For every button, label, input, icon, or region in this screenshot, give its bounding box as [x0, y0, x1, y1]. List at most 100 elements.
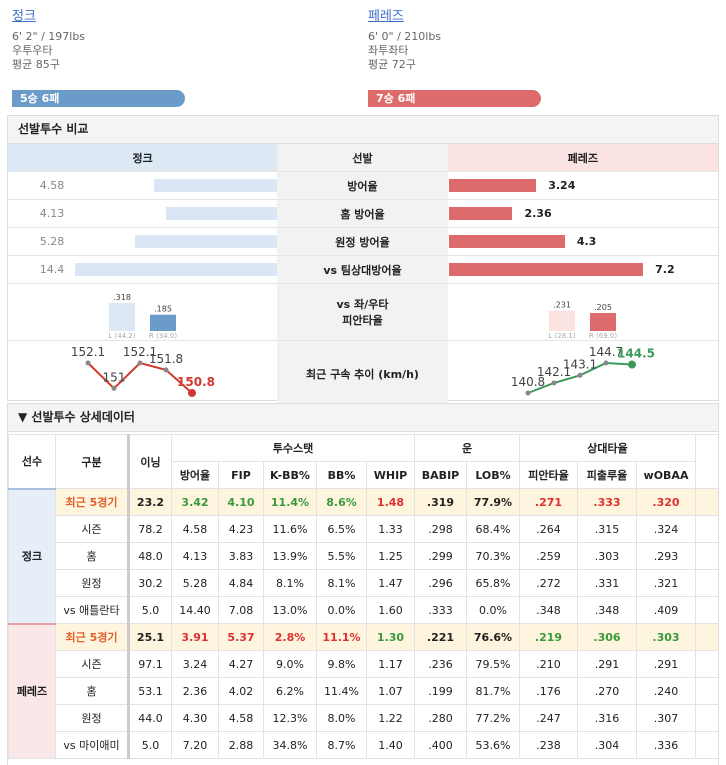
- stat-cell: 4.58: [171, 515, 219, 543]
- stat-cell: .238: [519, 731, 578, 759]
- stat-cell: 12.3%: [263, 704, 317, 732]
- stat-cell: 7.20: [171, 731, 219, 759]
- left-cell: 4.58: [8, 172, 278, 199]
- split-name: vs 애틀란타: [55, 596, 130, 624]
- cut-cell: [695, 596, 718, 624]
- stat-cell: .293: [636, 542, 696, 570]
- stat-cell: .259: [519, 542, 578, 570]
- handedness: 좌투좌타: [368, 44, 409, 57]
- split-value: .185: [154, 305, 172, 314]
- stat-cell: .291: [577, 650, 637, 678]
- stat-cell: 53.6%: [466, 731, 520, 759]
- data-row: 원정 44.0 4.30 4.58 12.3% 8.0% 1.22.280 77.2% .247…: [9, 704, 718, 732]
- trend-point: [85, 360, 91, 366]
- column-header: 선수: [8, 434, 56, 489]
- stat-cell: 5.28: [171, 569, 219, 597]
- trend-label: 최근 구속 추이 (km/h): [277, 341, 448, 406]
- split-sub: L (44.2): [108, 332, 135, 340]
- split-bar: [589, 312, 616, 331]
- pitcher-name[interactable]: 정크: [12, 9, 36, 24]
- trend-point: [188, 389, 196, 397]
- value: 4.58: [39, 179, 65, 192]
- bar: [134, 235, 278, 248]
- stat-cell: 3.91: [171, 623, 219, 651]
- pitcher-info: 페레즈 6' 0" / 210lbs 좌투좌타 평균 72구: [368, 10, 441, 72]
- trend-value: 144.7: [589, 345, 623, 359]
- stat-cell: .316: [577, 704, 637, 732]
- value: 3.24: [548, 179, 576, 192]
- bar: [448, 179, 537, 192]
- stat-cell: .348: [519, 596, 578, 624]
- right-cell: 7.2: [448, 256, 718, 283]
- trend-point: [577, 372, 583, 378]
- cut-cell: [695, 542, 718, 570]
- stat-cell: 11.6%: [263, 515, 317, 543]
- trend-point: [627, 360, 636, 369]
- stat-cell: 2.36: [171, 677, 219, 705]
- stat-label: 원정 방어율: [277, 228, 448, 255]
- cut-cell: [695, 650, 718, 678]
- cut-header: [695, 434, 718, 489]
- pitcher-name[interactable]: 페레즈: [368, 9, 404, 24]
- detail-table: 선수 구분 이닝 투수스탯 운 상대타율 방어율 FIP K-BB% BB% WHIP BABIP LO…: [8, 434, 719, 759]
- stat-cell: 81.7%: [466, 677, 520, 705]
- stat-cell: 77.2%: [466, 704, 520, 732]
- bar: [448, 235, 565, 248]
- stat-cell: .270: [577, 677, 637, 705]
- trend-value: 144.5: [617, 347, 655, 361]
- split-name: 홈: [55, 677, 130, 705]
- data-row: 홈 53.1 2.36 4.02 6.2% 11.4% 1.07.199 81.7% .176.…: [9, 677, 718, 705]
- physical: 6' 0" / 210lbs: [368, 30, 442, 43]
- column-header: K-BB%: [263, 461, 317, 489]
- stat-cell: 6.2%: [263, 677, 317, 705]
- stat-cell: .307: [636, 704, 696, 732]
- value: 2.36: [524, 207, 552, 220]
- stat-cell: 6.5%: [316, 515, 367, 543]
- stat-cell: 1.48: [366, 488, 415, 516]
- stat-cell: .210: [519, 650, 578, 678]
- split-value: .231: [553, 301, 571, 310]
- compare-row: 14.4 vs 팀상대방어율 7.2: [8, 256, 718, 284]
- stat-cell: .247: [519, 704, 578, 732]
- split-name: 홈: [55, 542, 130, 570]
- cut-cell: [695, 488, 718, 516]
- stat-cell: .303: [577, 542, 637, 570]
- split-bar: [150, 314, 176, 331]
- pitch-count: 평균 72구: [368, 58, 416, 71]
- stat-cell: 14.40: [171, 596, 219, 624]
- stat-cell: 8.7%: [316, 731, 367, 759]
- stat-cell: 77.9%: [466, 488, 520, 516]
- trend-point: [111, 385, 117, 391]
- trend-value: 143.1: [563, 357, 597, 371]
- stat-cell: 48.0: [128, 542, 172, 570]
- bar: [153, 179, 278, 192]
- comparison-panel: 선발투수 비교 정크 선발 페레즈 4.58 방어율 3.24 4.13 홈 방어율 2.36 5.…: [7, 115, 719, 406]
- stat-cell: .199: [414, 677, 467, 705]
- stat-cell: 25.1: [128, 623, 172, 651]
- stat-cell: 4.10: [218, 488, 264, 516]
- stat-cell: 7.08: [218, 596, 264, 624]
- stat-cell: .320: [636, 488, 696, 516]
- stat-cell: .321: [636, 569, 696, 597]
- record-pill: 5승 6패: [12, 90, 185, 107]
- header-row: 선수 구분 이닝 투수스탯 운 상대타율: [8, 434, 718, 489]
- stat-cell: 97.1: [128, 650, 172, 678]
- column-header: BB%: [316, 461, 367, 489]
- split-name: 원정: [55, 569, 130, 597]
- section-title: 선발투수 비교: [8, 116, 718, 144]
- stat-cell: .333: [414, 596, 467, 624]
- trend-value: 140.8: [511, 375, 545, 389]
- split-name: 최근 5경기: [55, 623, 130, 651]
- stat-cell: .306: [577, 623, 637, 651]
- stat-cell: 9.0%: [263, 650, 317, 678]
- stat-cell: .315: [577, 515, 637, 543]
- stat-cell: 5.0: [128, 596, 172, 624]
- cut-cell: [695, 731, 718, 759]
- stat-cell: 1.33: [366, 515, 415, 543]
- stat-cell: .296: [414, 569, 467, 597]
- header-row: 방어율 FIP K-BB% BB% WHIP BABIP LOB% 피안타율 피출루율 wOBAA: [9, 461, 719, 489]
- stat-cell: 23.2: [128, 488, 172, 516]
- player-name: 정크: [8, 487, 56, 624]
- stat-cell: .221: [414, 623, 467, 651]
